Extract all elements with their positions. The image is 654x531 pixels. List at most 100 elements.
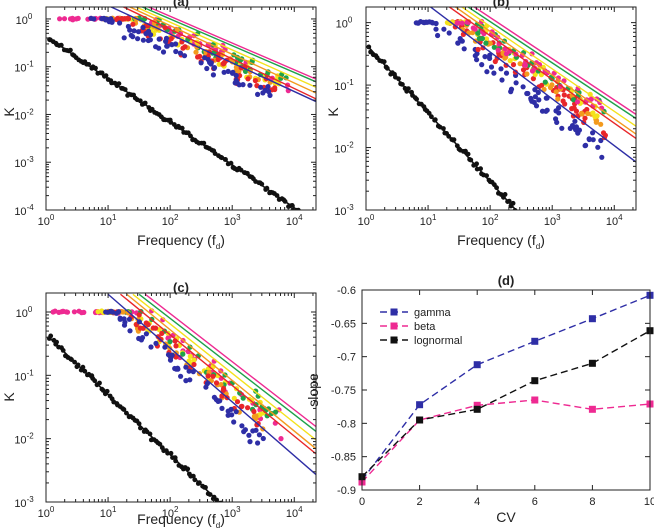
point-blue	[175, 365, 181, 371]
point-red	[475, 46, 481, 53]
x-tick-label: 100	[358, 213, 375, 228]
y-tick-label: 10-2	[14, 432, 34, 447]
fit-line-pink	[473, 7, 636, 115]
point-blue	[126, 316, 132, 322]
panel-c-title: (c)	[173, 280, 189, 295]
point-blue	[165, 352, 172, 358]
legend-label-beta: beta	[414, 321, 436, 333]
point-red	[480, 45, 486, 51]
point-orange	[253, 416, 259, 422]
point-yellow	[447, 20, 453, 26]
x-tick-label: 101	[420, 213, 437, 228]
y-tick-label: -0.65	[331, 318, 356, 330]
x-tick-label: 0	[359, 496, 365, 508]
point-pink	[76, 308, 82, 314]
point-blue	[121, 35, 127, 41]
y-tick-label: -0.8	[337, 418, 356, 430]
point-blue	[178, 373, 184, 379]
point-blue	[162, 344, 168, 350]
point-blue	[233, 409, 239, 415]
x-tick-label: 10	[644, 496, 654, 508]
panel-d-ylabel: slope	[305, 373, 321, 407]
point-blue	[433, 20, 439, 27]
point-red	[562, 101, 568, 107]
x-tick-label: 102	[162, 213, 179, 228]
point-pink	[472, 26, 478, 32]
point-green	[272, 409, 279, 415]
fit-line-red	[448, 7, 636, 140]
point-blue	[484, 69, 490, 75]
point-blue	[533, 103, 540, 109]
point-blue	[441, 26, 447, 32]
point-blue	[535, 89, 541, 96]
point-blue	[536, 97, 542, 103]
x-tick-label: 103	[224, 213, 241, 228]
point-blue	[211, 65, 218, 71]
point-red	[239, 403, 245, 409]
point-blue	[236, 82, 242, 88]
point-blue	[446, 30, 452, 36]
point-blue	[183, 378, 189, 384]
point-yellow	[231, 395, 237, 401]
panel-b-frame	[365, 6, 637, 211]
fit-line-blue	[429, 7, 636, 163]
point-blue	[472, 53, 478, 59]
marker-lognormal	[588, 359, 596, 367]
point-red	[215, 56, 221, 63]
marker-gamma	[416, 401, 424, 409]
point-red	[220, 61, 226, 67]
fit-line-orange	[454, 7, 636, 135]
point-blue	[529, 98, 535, 104]
point-pink	[69, 15, 76, 21]
point-blue	[491, 70, 497, 76]
point-blue	[211, 394, 217, 400]
point-blue	[247, 439, 253, 445]
point-blue	[148, 344, 154, 350]
point-blue	[586, 136, 592, 143]
panel-b: 100 101 102 103 104 10-3 10-2 10-1 100 (b) Frequ…	[325, 0, 637, 251]
point-orange	[598, 121, 604, 127]
fit-line-blue	[109, 7, 316, 103]
y-tick-label: -0.75	[331, 385, 356, 397]
point-blue	[250, 428, 256, 434]
point-pink	[57, 16, 63, 22]
point-blue	[140, 37, 146, 43]
point-black	[517, 212, 522, 217]
panel-c-background	[46, 293, 316, 502]
point-blue	[474, 57, 480, 63]
point-red	[561, 92, 567, 98]
panel-a-ylabel: K	[1, 107, 17, 117]
point-blue	[455, 40, 461, 46]
point-blue	[256, 432, 262, 438]
x-tick-label: 102	[482, 213, 499, 228]
x-tick-label: 100	[38, 505, 55, 520]
point-blue	[130, 34, 136, 40]
point-blue	[567, 125, 573, 131]
point-blue	[167, 357, 174, 363]
point-blue	[208, 60, 214, 66]
point-red	[503, 62, 509, 68]
point-red	[136, 312, 142, 318]
x-tick-label: 104	[286, 213, 303, 228]
point-blue	[543, 95, 549, 101]
point-pink	[557, 83, 564, 90]
point-blue	[229, 412, 235, 418]
marker-gamma	[531, 337, 539, 345]
marker-gamma	[588, 315, 596, 323]
point-blue	[239, 423, 245, 429]
point-blue	[246, 432, 252, 438]
point-black	[147, 431, 153, 437]
panel-d-xlabel: CV	[496, 509, 516, 525]
point-black	[524, 217, 529, 222]
point-blue	[482, 54, 488, 60]
point-black	[521, 215, 526, 220]
point-blue	[177, 50, 183, 56]
point-blue	[169, 42, 175, 48]
point-pink	[56, 309, 62, 315]
point-blue	[508, 86, 515, 92]
point-blue	[461, 46, 467, 52]
point-red	[130, 21, 136, 27]
marker-lognormal	[473, 405, 481, 413]
point-green	[483, 40, 489, 46]
